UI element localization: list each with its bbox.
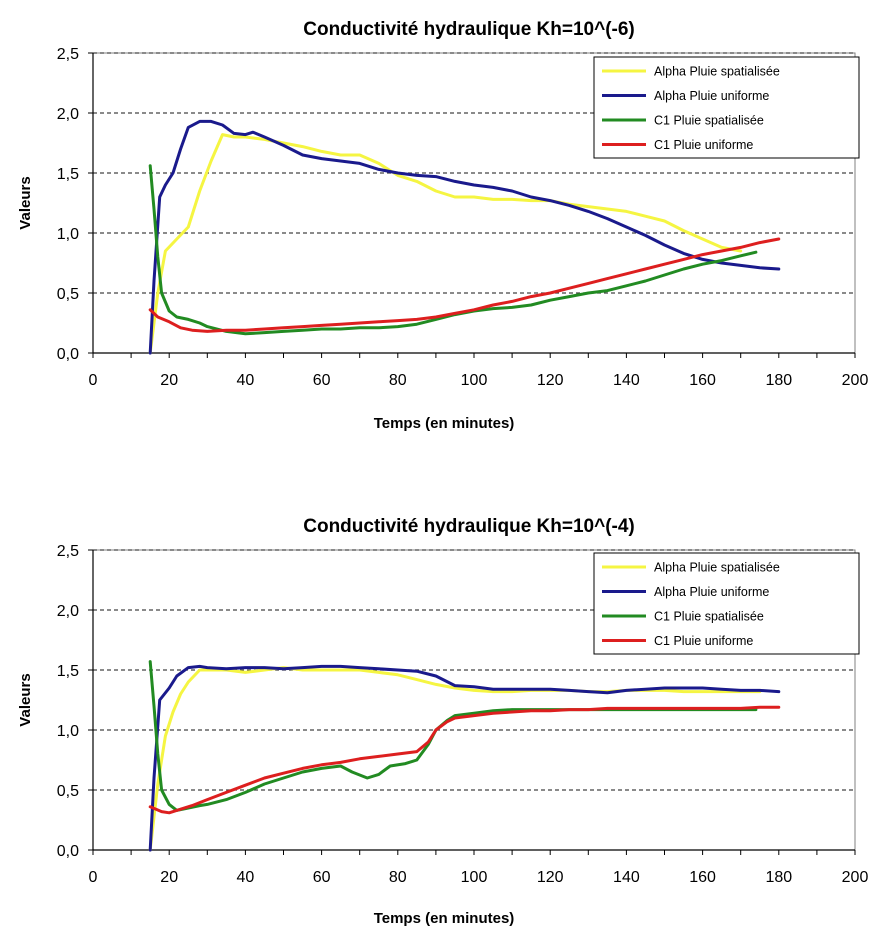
series-line-4 — [148, 237, 781, 333]
x-tick-label: 100 — [461, 372, 488, 389]
x-tick-label: 60 — [313, 869, 331, 886]
legend: Alpha Pluie spatialisée Alpha Pluie unifo… — [593, 552, 860, 655]
x-tick-label: 200 — [842, 372, 869, 389]
y-tick-label: 1,5 — [57, 663, 79, 680]
legend-label: C1 Pluie spatialisée — [654, 114, 764, 128]
y-axis-label: Valeurs — [17, 673, 34, 726]
chart-1: 0,0 0,5 1,0 1,5 2,0 2,5 0 20 40 60 80 100 120 140 160 1… — [17, 19, 868, 432]
legend-label: C1 Pluie spatialisée — [654, 610, 764, 624]
legend-label: Alpha Pluie spatialisée — [654, 65, 780, 79]
legend: Alpha Pluie spatialisée Alpha Pluie unifo… — [593, 56, 860, 159]
y-tick-label: 0,0 — [57, 346, 79, 363]
series-line-2 — [148, 119, 781, 355]
x-axis-label: Temps (en minutes) — [374, 415, 515, 432]
chart-title: Conductivité hydraulique Kh=10^(-6) — [303, 19, 635, 40]
legend-label: Alpha Pluie uniforme — [654, 89, 769, 103]
y-tick-label: 1,0 — [57, 226, 79, 243]
y-tick-label: 0,5 — [57, 286, 79, 303]
x-tick-label: 160 — [689, 869, 716, 886]
series-line-3 — [148, 164, 758, 336]
y-axis-label: Valeurs — [17, 176, 34, 229]
x-tick-label: 140 — [613, 372, 640, 389]
x-tick-label: 20 — [160, 372, 178, 389]
y-tick-label: 1,5 — [57, 166, 79, 183]
x-tick-label: 160 — [689, 372, 716, 389]
chart-2: 0,0 0,5 1,0 1,5 2,0 2,5 0 20 40 60 80 100 120 140 160 1… — [17, 516, 868, 927]
x-tick-label: 120 — [537, 372, 564, 389]
x-tick-label: 120 — [537, 869, 564, 886]
legend-box — [593, 56, 860, 159]
legend-label: C1 Pluie uniforme — [654, 138, 753, 152]
x-tick-label: 80 — [389, 869, 407, 886]
chart-title: Conductivité hydraulique Kh=10^(-4) — [303, 516, 635, 537]
x-tick-label: 40 — [237, 869, 255, 886]
x-tick-label: 60 — [313, 372, 331, 389]
x-tick-label: 40 — [237, 372, 255, 389]
x-tick-label: 80 — [389, 372, 407, 389]
x-tick-label: 180 — [765, 869, 792, 886]
y-tick-label: 0,5 — [57, 783, 79, 800]
legend-label: Alpha Pluie spatialisée — [654, 561, 780, 575]
series-line-1 — [148, 133, 743, 355]
legend-label: C1 Pluie uniforme — [654, 634, 753, 648]
x-tick-label: 20 — [160, 869, 178, 886]
x-tick-label: 0 — [89, 372, 98, 389]
x-tick-label: 140 — [613, 869, 640, 886]
y-tick-label: 1,0 — [57, 723, 79, 740]
y-tick-label: 2,5 — [57, 46, 79, 63]
y-tick-label: 2,0 — [57, 106, 79, 123]
legend-label: Alpha Pluie uniforme — [654, 585, 769, 599]
x-tick-label: 0 — [89, 869, 98, 886]
x-tick-label: 100 — [461, 869, 488, 886]
y-tick-label: 0,0 — [57, 843, 79, 860]
x-tick-label: 200 — [842, 869, 869, 886]
legend-box — [593, 552, 860, 655]
x-axis-label: Temps (en minutes) — [374, 910, 515, 927]
y-tick-label: 2,5 — [57, 543, 79, 560]
y-tick-label: 2,0 — [57, 603, 79, 620]
x-tick-label: 180 — [765, 372, 792, 389]
series-line-2 — [148, 664, 781, 852]
series-line-4 — [148, 705, 781, 815]
